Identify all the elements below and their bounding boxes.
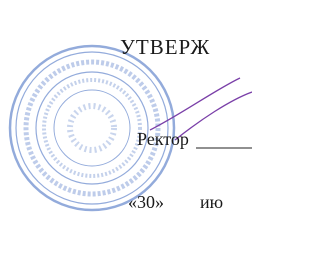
approval-heading: УТВЕРЖ	[120, 35, 210, 60]
approval-day: «30»	[128, 192, 164, 213]
approval-month: ию	[200, 192, 223, 213]
document-page: УТВЕРЖ Ректор «30» ию	[0, 0, 252, 260]
signer-title: Ректор	[137, 129, 189, 150]
